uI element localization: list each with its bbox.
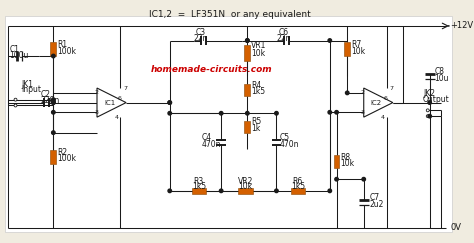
Text: C7: C7 (370, 193, 380, 202)
Polygon shape (97, 88, 126, 117)
Circle shape (335, 111, 338, 114)
Circle shape (14, 98, 17, 101)
Text: C2: C2 (41, 90, 51, 99)
Circle shape (52, 111, 55, 114)
Text: VR2: VR2 (238, 177, 253, 186)
Text: Output: Output (423, 95, 450, 104)
Text: Input: Input (21, 86, 41, 95)
Circle shape (328, 111, 331, 114)
Text: 3: 3 (361, 110, 365, 115)
Circle shape (362, 177, 365, 181)
Text: R6: R6 (292, 177, 303, 186)
Text: homemade-circuits.com: homemade-circuits.com (150, 65, 272, 74)
Bar (50, 150, 56, 164)
Circle shape (219, 112, 223, 115)
Text: 4: 4 (381, 115, 385, 120)
Circle shape (246, 39, 249, 42)
Text: 100k: 100k (57, 47, 76, 56)
Text: 22n: 22n (276, 34, 291, 43)
Text: 470n: 470n (279, 140, 299, 149)
Circle shape (426, 109, 429, 112)
Text: R7: R7 (351, 40, 361, 49)
Circle shape (52, 54, 55, 58)
Circle shape (346, 91, 349, 95)
Text: C4: C4 (202, 133, 212, 142)
Circle shape (335, 177, 338, 181)
Circle shape (168, 189, 172, 193)
Text: 1k5: 1k5 (291, 182, 305, 191)
Text: 1k5: 1k5 (251, 87, 265, 96)
Text: 100u: 100u (9, 51, 29, 60)
Bar (192, 188, 206, 194)
Bar (291, 188, 305, 194)
Text: 6: 6 (384, 96, 388, 101)
Text: 7: 7 (390, 86, 394, 91)
Circle shape (328, 189, 331, 193)
Text: VR1: VR1 (251, 41, 266, 50)
Text: 4: 4 (114, 115, 118, 120)
Circle shape (275, 189, 278, 193)
Text: +12V: +12V (450, 21, 473, 30)
Text: 10k: 10k (340, 159, 355, 168)
Text: JK2: JK2 (423, 89, 435, 98)
Text: 0V: 0V (450, 223, 461, 232)
Text: 6: 6 (118, 96, 121, 101)
Text: 2: 2 (94, 90, 98, 95)
Circle shape (14, 104, 17, 107)
Text: C3: C3 (196, 28, 206, 37)
Circle shape (52, 98, 55, 101)
Text: 7: 7 (123, 86, 127, 91)
Bar (237, 188, 253, 194)
Bar (245, 45, 250, 61)
Text: R5: R5 (251, 117, 262, 127)
Polygon shape (364, 88, 393, 117)
Text: 3: 3 (94, 110, 98, 115)
Text: 1k: 1k (251, 124, 261, 133)
Text: R4: R4 (251, 81, 262, 90)
Circle shape (219, 189, 223, 193)
Text: C5: C5 (279, 133, 290, 142)
Bar (334, 156, 339, 168)
Text: 10u: 10u (435, 74, 449, 83)
Circle shape (52, 101, 55, 104)
Text: IC2: IC2 (371, 100, 382, 106)
Text: R3: R3 (194, 177, 204, 186)
Text: 220n: 220n (41, 96, 60, 105)
Circle shape (168, 112, 172, 115)
Text: R8: R8 (340, 153, 351, 162)
Text: 22n: 22n (193, 34, 208, 43)
Circle shape (275, 112, 278, 115)
Text: 10k: 10k (251, 49, 265, 58)
Text: R2: R2 (57, 148, 67, 156)
Circle shape (426, 115, 429, 118)
Text: 10k: 10k (351, 47, 365, 56)
Circle shape (168, 101, 172, 104)
Text: 1k5: 1k5 (192, 182, 206, 191)
Text: 2: 2 (361, 90, 365, 95)
Circle shape (246, 39, 249, 42)
Text: C1: C1 (9, 45, 20, 54)
Circle shape (428, 101, 431, 104)
Circle shape (52, 101, 55, 104)
Text: IC1: IC1 (104, 100, 115, 106)
Text: IC1,2  =  LF351N  or any equivalent: IC1,2 = LF351N or any equivalent (149, 10, 311, 19)
Circle shape (168, 101, 172, 104)
Circle shape (328, 39, 331, 42)
Text: 10k: 10k (238, 182, 253, 191)
Bar (344, 43, 350, 56)
Text: JK1: JK1 (21, 80, 33, 89)
Circle shape (52, 131, 55, 134)
Text: 100k: 100k (57, 154, 76, 163)
Text: 470n: 470n (202, 140, 221, 149)
Circle shape (246, 112, 249, 115)
Text: C6: C6 (278, 28, 288, 37)
Text: C8: C8 (435, 67, 445, 76)
Text: R1: R1 (57, 40, 67, 49)
Circle shape (428, 114, 431, 118)
Bar (245, 121, 250, 133)
Text: 2u2: 2u2 (370, 200, 384, 209)
Bar (50, 43, 56, 56)
Bar (245, 84, 250, 96)
